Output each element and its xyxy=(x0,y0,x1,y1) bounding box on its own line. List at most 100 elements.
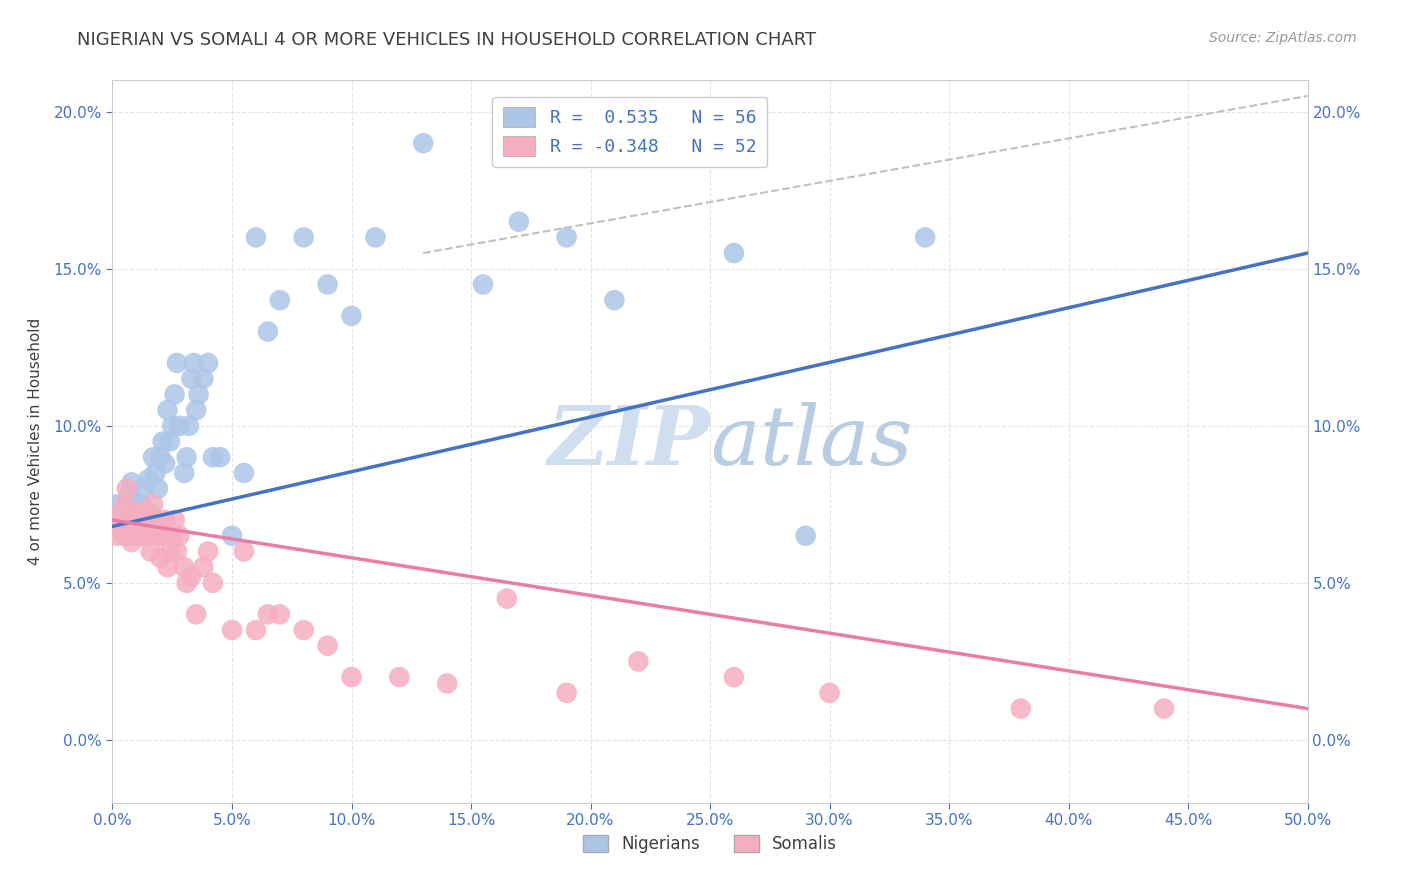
Point xyxy=(292,230,315,244)
Point xyxy=(508,214,530,228)
Point xyxy=(128,513,150,527)
Point xyxy=(149,450,172,465)
Point xyxy=(146,482,169,496)
Point xyxy=(105,513,128,527)
Point xyxy=(138,472,160,486)
Point xyxy=(115,482,138,496)
Point xyxy=(472,277,495,292)
Point xyxy=(153,457,176,471)
Point xyxy=(257,325,280,339)
Point xyxy=(146,529,169,543)
Point xyxy=(145,466,167,480)
Point xyxy=(149,550,172,565)
Point xyxy=(221,529,243,543)
Point xyxy=(257,607,280,622)
Point xyxy=(233,466,256,480)
Point xyxy=(138,529,160,543)
Point xyxy=(221,623,243,637)
Point xyxy=(135,503,157,517)
Point xyxy=(142,450,165,465)
Point xyxy=(128,507,150,521)
Point xyxy=(555,686,578,700)
Text: Source: ZipAtlas.com: Source: ZipAtlas.com xyxy=(1209,31,1357,45)
Point xyxy=(114,497,135,511)
Point xyxy=(269,293,291,308)
Point xyxy=(153,513,176,527)
Point xyxy=(118,488,141,502)
Point xyxy=(163,387,186,401)
Text: atlas: atlas xyxy=(710,401,912,482)
Point xyxy=(292,623,315,637)
Point xyxy=(186,607,208,622)
Text: ZIP: ZIP xyxy=(547,401,710,482)
Point xyxy=(496,591,519,606)
Point xyxy=(186,403,208,417)
Point xyxy=(914,230,936,244)
Point xyxy=(340,670,363,684)
Point xyxy=(122,494,145,508)
Point xyxy=(794,529,817,543)
Point xyxy=(193,372,215,386)
Point xyxy=(139,544,162,558)
Point xyxy=(166,356,188,370)
Point xyxy=(159,434,181,449)
Point xyxy=(340,309,363,323)
Point xyxy=(145,513,167,527)
Point xyxy=(436,676,458,690)
Point xyxy=(169,529,191,543)
Point xyxy=(104,497,127,511)
Point xyxy=(156,403,179,417)
Point xyxy=(180,372,202,386)
Point xyxy=(177,418,200,433)
Point xyxy=(132,503,155,517)
Point xyxy=(233,544,256,558)
Point xyxy=(197,356,219,370)
Point xyxy=(114,529,135,543)
Point xyxy=(1153,701,1175,715)
Point xyxy=(118,529,141,543)
Point xyxy=(183,356,205,370)
Point xyxy=(121,535,143,549)
Point xyxy=(135,519,157,533)
Text: NIGERIAN VS SOMALI 4 OR MORE VEHICLES IN HOUSEHOLD CORRELATION CHART: NIGERIAN VS SOMALI 4 OR MORE VEHICLES IN… xyxy=(77,31,817,49)
Legend: Nigerians, Somalis: Nigerians, Somalis xyxy=(576,828,844,860)
Point xyxy=(115,513,138,527)
Point xyxy=(105,529,128,543)
Point xyxy=(245,623,267,637)
Point xyxy=(169,418,191,433)
Point xyxy=(152,434,174,449)
Point xyxy=(209,450,232,465)
Point xyxy=(122,513,145,527)
Point xyxy=(316,639,339,653)
Y-axis label: 4 or more Vehicles in Household: 4 or more Vehicles in Household xyxy=(28,318,42,566)
Point xyxy=(156,560,179,574)
Point xyxy=(627,655,650,669)
Point xyxy=(201,450,224,465)
Point xyxy=(173,466,195,480)
Point xyxy=(818,686,841,700)
Point xyxy=(201,575,224,590)
Point xyxy=(139,507,162,521)
Point xyxy=(108,519,131,533)
Point xyxy=(104,519,127,533)
Point xyxy=(269,607,291,622)
Point xyxy=(163,513,186,527)
Point xyxy=(108,507,131,521)
Point xyxy=(555,230,578,244)
Point xyxy=(180,569,202,583)
Point xyxy=(173,560,195,574)
Point xyxy=(245,230,267,244)
Point xyxy=(316,277,339,292)
Point xyxy=(388,670,411,684)
Point xyxy=(187,387,209,401)
Point xyxy=(176,450,198,465)
Point xyxy=(125,519,148,533)
Point xyxy=(111,513,134,527)
Point xyxy=(1010,701,1032,715)
Point xyxy=(166,544,188,558)
Point xyxy=(603,293,626,308)
Point xyxy=(197,544,219,558)
Point xyxy=(129,497,152,511)
Point xyxy=(193,560,215,574)
Point xyxy=(162,418,183,433)
